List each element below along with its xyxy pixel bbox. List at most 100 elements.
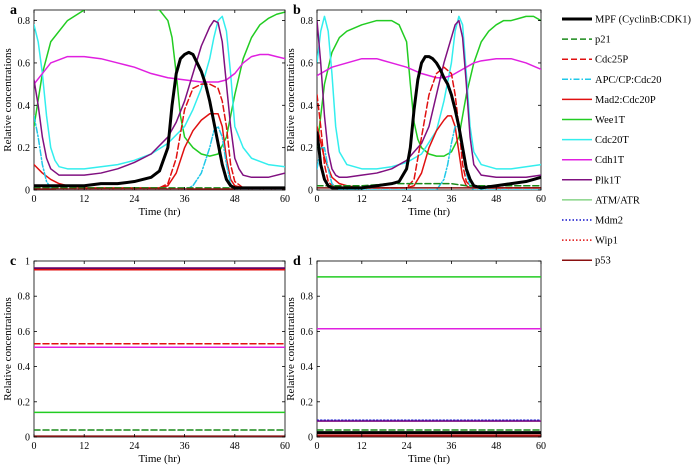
y-tick-label: 0.6 <box>18 327 31 338</box>
legend-label: Mdm2 <box>595 216 623 227</box>
legend-item-p21: p21 <box>562 35 611 46</box>
legend-label: p21 <box>595 35 611 46</box>
x-tick-label: 36 <box>446 194 456 205</box>
y-tick-label: 0.8 <box>301 16 314 27</box>
x-tick-label: 0 <box>32 441 37 452</box>
panel-a: 0 12 24 36 48 60 0 0.2 0.4 0.6 0.8 Time (hr) Relativ… <box>2 3 290 218</box>
x-tick-label: 0 <box>315 194 320 205</box>
series-cdc25p-line <box>34 83 285 189</box>
legend-item-wip1: Wip1 <box>562 236 618 247</box>
panel-label: d <box>293 254 301 269</box>
legend-label: Mad2:Cdc20P <box>595 95 656 106</box>
legend-item-cdh1t: Cdh1T <box>562 155 625 166</box>
x-axis-label: Time (hr) <box>408 206 450 218</box>
y-tick-label: 0.2 <box>18 397 31 408</box>
series-wee1t-line <box>317 15 541 157</box>
y-tick-label: 0.4 <box>18 101 31 112</box>
axes-frame <box>33 260 286 438</box>
legend-item-cdc20t: Cdc20T <box>562 135 629 146</box>
legend-label: Cdc25P <box>595 55 628 66</box>
y-tick-label: 0 <box>25 433 30 444</box>
y-tick-label: 0.2 <box>301 143 314 154</box>
y-axis-label: Relative concentrations <box>2 297 14 401</box>
x-tick-label: 0 <box>315 441 320 452</box>
x-tick-label: 0 <box>32 194 37 205</box>
x-tick-label: 36 <box>180 194 190 205</box>
x-axis-label: Time (hr) <box>138 206 180 218</box>
series-cdh1t-line <box>317 57 541 79</box>
legend-item-cdc25p: Cdc25P <box>562 55 628 66</box>
x-tick-label: 12 <box>357 194 367 205</box>
legend-label: p53 <box>595 256 611 267</box>
y-tick-label: 0 <box>308 186 313 197</box>
series-cdc20t-line <box>34 15 285 170</box>
x-tick-label: 12 <box>357 441 367 452</box>
legend-item-mdm2: Mdm2 <box>562 216 623 227</box>
series-cdc25p-line <box>317 66 541 189</box>
legend-label: ATM/ATR <box>595 195 640 206</box>
panel-label: b <box>293 3 301 18</box>
x-tick-label: 36 <box>446 441 456 452</box>
x-tick-label: 60 <box>536 194 546 205</box>
panel-b: 0 12 24 36 48 60 0 0.2 0.4 0.6 0.8 Time (hr) Relativ… <box>285 3 546 218</box>
y-tick-label: 0.8 <box>18 292 31 303</box>
y-tick-label: 0.2 <box>18 143 31 154</box>
legend-item-wee1t: Wee1T <box>562 115 626 126</box>
series-mpf-cyclinb-cdk1-line <box>34 50 285 190</box>
y-tick-label: 0.6 <box>18 58 31 69</box>
x-tick-label: 24 <box>402 441 412 452</box>
axes-frame <box>33 9 286 191</box>
series-plk1t-line <box>34 19 285 179</box>
x-tick-label: 24 <box>129 441 139 452</box>
y-tick-label: 0.6 <box>301 327 314 338</box>
x-tick-label: 24 <box>129 194 139 205</box>
series-mad2-cdc20p-line <box>317 115 541 189</box>
x-tick-label: 60 <box>280 194 290 205</box>
series-apc-cp-cdc20-line <box>317 125 541 190</box>
x-tick-label: 48 <box>491 194 501 205</box>
x-tick-label: 48 <box>491 441 501 452</box>
legend-item-apc-cp-cdc20: APC/CP:Cdc20 <box>562 75 662 86</box>
x-tick-label: 48 <box>230 194 240 205</box>
legend-label: Wip1 <box>595 236 618 247</box>
legend-label: APC/CP:Cdc20 <box>595 75 662 86</box>
x-tick-label: 60 <box>280 441 290 452</box>
x-tick-label: 36 <box>180 441 190 452</box>
legend-label: Cdc20T <box>595 135 629 146</box>
x-axis-label: Time (hr) <box>408 453 450 465</box>
legend-item-mpf-cyclinb-cdk1: MPF (CyclinB:CDK1) <box>562 15 691 26</box>
x-tick-label: 12 <box>79 441 89 452</box>
series-plk1t-line <box>317 19 541 179</box>
legend-label: MPF (CyclinB:CDK1) <box>595 15 691 26</box>
legend: MPF (CyclinB:CDK1) p21 Cdc25P APC/CP:Cdc20 M… <box>562 15 691 267</box>
legend-item-atm-atr: ATM/ATR <box>562 195 640 206</box>
y-tick-label: 0.2 <box>301 397 314 408</box>
panel-label: c <box>10 254 16 269</box>
y-axis-label: Relative concentrations <box>2 48 14 152</box>
x-tick-label: 12 <box>79 194 89 205</box>
legend-label: Plk1T <box>595 175 621 186</box>
axes-frame <box>316 260 542 438</box>
panel-c: 0 12 24 36 48 60 0 0.2 0.4 0.6 0.8 1 Time (hr) Relati… <box>2 254 290 465</box>
y-tick-label: 0.4 <box>18 362 31 373</box>
y-tick-label: 0 <box>25 186 30 197</box>
x-tick-label: 24 <box>402 194 412 205</box>
y-tick-label: 1 <box>25 257 30 268</box>
y-tick-label: 1 <box>308 257 313 268</box>
panel-d: 0 12 24 36 48 60 0 0.2 0.4 0.6 0.8 1 Time (hr) Relati… <box>285 254 546 465</box>
legend-label: Wee1T <box>595 115 626 126</box>
y-tick-label: 0 <box>308 433 313 444</box>
y-tick-label: 0.8 <box>301 292 314 303</box>
y-axis-label: Relative concentrations <box>285 48 297 152</box>
axes-frame <box>316 9 542 191</box>
y-tick-label: 0.6 <box>301 58 314 69</box>
series-mpf-cyclinb-cdk1-line <box>317 55 541 190</box>
y-axis-label: Relative concentrations <box>285 297 297 401</box>
x-axis-label: Time (hr) <box>138 453 180 465</box>
x-tick-label: 48 <box>230 441 240 452</box>
x-tick-label: 60 <box>536 441 546 452</box>
legend-item-mad2-cdc20p: Mad2:Cdc20P <box>562 95 656 106</box>
y-tick-label: 0.4 <box>301 101 314 112</box>
series-cdh1t-line <box>34 53 285 85</box>
